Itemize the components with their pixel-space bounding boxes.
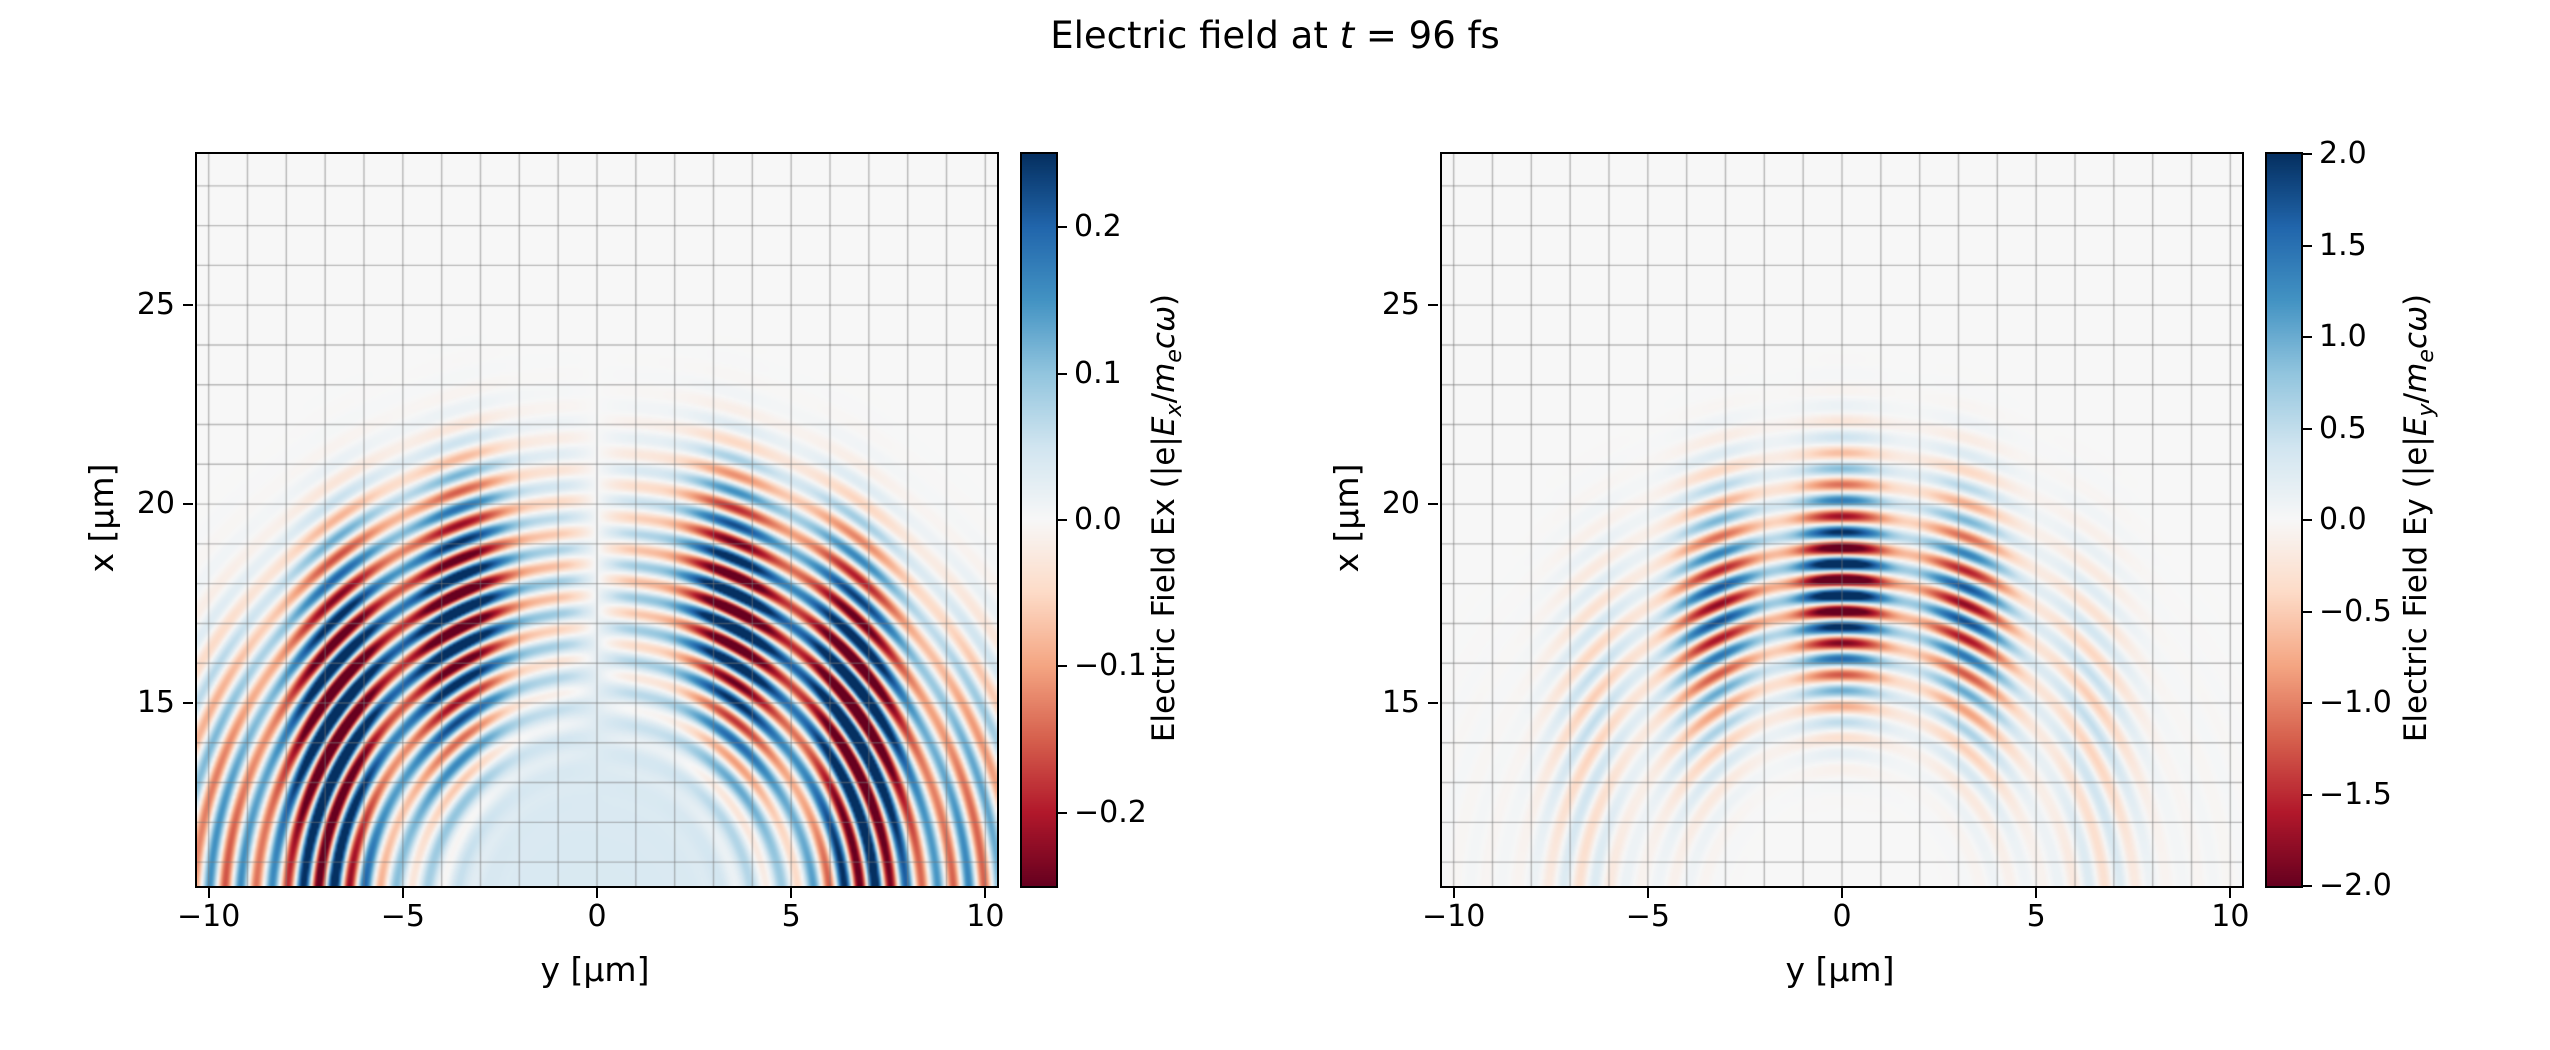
colorbar-tick-mark (2303, 427, 2312, 430)
figure-title-suffix: = 96 fs (1354, 14, 1500, 57)
colorbar-label-ex: Electric Field Ex (|e|Ex/mecω) (1146, 152, 1187, 884)
heatmap-ey (1440, 152, 2244, 888)
colorbar-label-part: / (2398, 392, 2434, 404)
y-tick-mark (183, 702, 193, 704)
y-tick-label: 15 (1381, 685, 1420, 720)
x-tick-mark (1452, 888, 1455, 898)
colorbar-tick-label: 0.1 (1074, 355, 1122, 391)
colorbar-tick-mark (2303, 885, 2312, 887)
colorbar-tick-label: 1.0 (2319, 319, 2367, 354)
x-tick-label: −5 (380, 899, 425, 934)
colorbar-tick-mark (2303, 244, 2312, 247)
colorbar-label-part: / (1146, 392, 1182, 404)
colorbar-tick-label: −0.2 (1074, 794, 1147, 830)
x-tick-label: 5 (781, 899, 801, 934)
x-tick-label: 0 (587, 899, 607, 934)
y-tick-mark (1428, 503, 1438, 506)
colorbar-tick-mark (1058, 519, 1067, 521)
colorbar-tick-label: 0.0 (1074, 502, 1122, 537)
x-tick-label: 10 (2211, 899, 2250, 934)
x-tick-mark (596, 888, 598, 898)
x-axis-label-ey: y [μm] (1785, 950, 1895, 989)
colorbar-tick-mark (1058, 665, 1067, 668)
colorbar-label-part: c (2398, 331, 2434, 349)
colorbar-tick-mark (1058, 372, 1067, 375)
x-tick-mark (790, 888, 793, 898)
colorbar-tick-label: −1.5 (2319, 776, 2392, 812)
x-axis-label-ex: y [μm] (540, 950, 650, 989)
colorbar-tick-mark (2303, 519, 2312, 521)
x-tick-label: 0 (1832, 899, 1852, 934)
colorbar-label-part: c (1146, 331, 1182, 349)
x-tick-mark (401, 888, 404, 898)
y-tick-mark (1428, 304, 1438, 307)
y-tick-label: 20 (1381, 486, 1420, 522)
figure-title-variable: t (1339, 14, 1355, 57)
colorbar-label-part: ) (1146, 293, 1182, 306)
colorbar-tick-label: 2.0 (2319, 136, 2367, 171)
x-tick-mark (2229, 888, 2232, 898)
colorbar-label-part: ω (2398, 305, 2434, 332)
x-tick-label: −5 (1625, 899, 1670, 934)
colorbar-tick-label: 0.5 (2319, 410, 2367, 446)
colorbar-tick-mark (2303, 702, 2312, 704)
colorbar-label-part: e (1161, 348, 1188, 363)
colorbar-label-part: m (1146, 362, 1182, 393)
colorbar-tick-mark (1058, 226, 1067, 229)
figure-title: Electric field at t = 96 fs (0, 14, 2550, 57)
colorbar-label-part: Electric Field Ex (|e| (1146, 436, 1182, 743)
colorbar-label-part: E (2398, 416, 2434, 437)
y-tick-mark (183, 304, 193, 307)
colorbar-tick-mark (2303, 336, 2312, 338)
x-tick-mark (1646, 888, 1649, 898)
colorbar-tick-label: −2.0 (2319, 868, 2392, 903)
figure-title-prefix: Electric field at (1050, 14, 1340, 57)
y-tick-label: 25 (1381, 287, 1420, 323)
y-tick-label: 25 (136, 287, 175, 323)
colorbar-label-part: E (1146, 416, 1182, 437)
colorbar-label-part: e (2413, 348, 2440, 363)
colorbar-tick-mark (2303, 793, 2312, 796)
colorbar-label-part: y (2413, 403, 2440, 417)
colorbar-tick-label: −0.1 (1074, 648, 1147, 684)
colorbar-tick-mark (1058, 811, 1067, 814)
y-tick-label: 15 (136, 685, 175, 720)
colorbar-label-ey: Electric Field Ey (|e|Ey/mecω) (2398, 152, 2439, 884)
colorbar-label-part: x (1161, 403, 1188, 417)
colorbar-label-part: m (2398, 362, 2434, 393)
y-tick-mark (1428, 702, 1438, 704)
x-tick-label: 5 (2026, 899, 2046, 934)
colorbar-tick-label: −1.0 (2319, 685, 2392, 720)
y-tick-label: 20 (136, 486, 175, 522)
colorbar-tick-mark (2303, 610, 2312, 613)
colorbar-label-part: ) (2398, 293, 2434, 306)
colorbar-tick-label: −0.5 (2319, 593, 2392, 629)
heatmap-ex (195, 152, 999, 888)
x-tick-mark (2035, 888, 2038, 898)
x-tick-label: −10 (1421, 899, 1486, 934)
colorbar-tick-label: 0.2 (1074, 209, 1122, 245)
colorbar-ex (1020, 152, 1058, 888)
colorbar-ey (2265, 152, 2303, 888)
x-tick-mark (984, 888, 987, 898)
colorbar-tick-label: 1.5 (2319, 227, 2367, 263)
colorbar-label-part: ω (1146, 305, 1182, 332)
colorbar-tick-mark (2303, 153, 2312, 155)
x-tick-mark (1841, 888, 1843, 898)
colorbar-label-part: Electric Field Ey (|e| (2398, 436, 2434, 743)
y-tick-mark (183, 503, 193, 506)
colorbar-tick-label: 0.0 (2319, 502, 2367, 537)
x-tick-mark (207, 888, 210, 898)
x-tick-label: −10 (176, 899, 241, 934)
x-tick-label: 10 (966, 899, 1005, 934)
